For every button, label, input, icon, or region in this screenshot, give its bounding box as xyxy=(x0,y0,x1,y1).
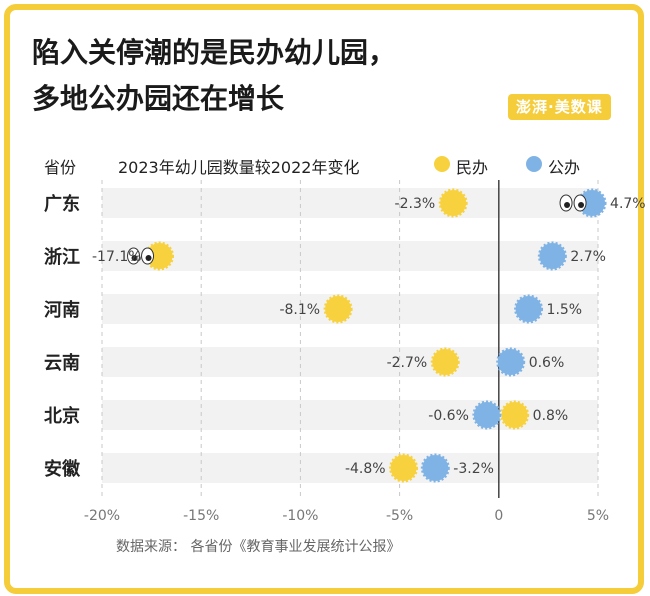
x-tick-label: -15% xyxy=(183,508,219,524)
x-tick-label: 5% xyxy=(587,508,609,524)
private-data-label: -17.1% xyxy=(92,249,142,265)
public-point xyxy=(472,400,502,430)
row-band xyxy=(102,453,598,483)
private-point xyxy=(323,294,353,324)
province-label: 广东 xyxy=(44,193,80,215)
public-point xyxy=(514,294,544,324)
chart-title: 陷入关停潮的是民办幼儿园， 多地公办园还在增长 xyxy=(32,30,502,122)
pupil-icon xyxy=(131,255,138,261)
pupil-icon xyxy=(145,255,152,261)
private-data-label: 0.8% xyxy=(533,408,569,424)
private-data-label: -8.1% xyxy=(279,302,320,318)
province-label: 北京 xyxy=(44,405,80,427)
private-data-label: -4.8% xyxy=(345,461,386,477)
row-band xyxy=(102,188,598,218)
public-point xyxy=(420,453,450,483)
public-data-label: 4.7% xyxy=(610,196,646,212)
province-label: 河南 xyxy=(44,299,80,321)
brand-logo: 澎湃·美数课 xyxy=(508,94,611,120)
private-point xyxy=(500,400,530,430)
legend-private-label: 民办 xyxy=(456,158,489,177)
x-tick-label: -10% xyxy=(282,508,318,524)
title-line-1: 陷入关停潮的是民办幼儿园， xyxy=(32,36,397,69)
private-point xyxy=(389,453,419,483)
legend-public-label: 公办 xyxy=(548,158,581,177)
private-data-label: -2.7% xyxy=(387,355,428,371)
legend-public-swatch xyxy=(526,156,542,172)
public-data-label: -3.2% xyxy=(453,461,494,477)
public-data-label: 1.5% xyxy=(547,302,583,318)
data-source: 数据来源： 各省份《教育事业发展统计公报》 xyxy=(116,539,401,555)
legend-private-swatch xyxy=(434,156,450,172)
province-label: 安徽 xyxy=(44,458,81,480)
province-label: 云南 xyxy=(44,352,80,374)
public-data-label: -0.6% xyxy=(428,408,469,424)
x-tick-label: -20% xyxy=(84,508,120,524)
pupil-icon xyxy=(564,202,571,208)
row-band xyxy=(102,241,598,271)
x-tick-label: -5% xyxy=(386,508,413,524)
private-point xyxy=(430,347,460,377)
pupil-icon xyxy=(578,202,585,208)
metric-header: 2023年幼儿园数量较2022年变化 xyxy=(118,158,360,177)
province-column-header: 省份 xyxy=(44,158,77,177)
private-data-label: -2.3% xyxy=(395,196,436,212)
public-point xyxy=(496,347,526,377)
public-point xyxy=(537,241,567,271)
province-label: 浙江 xyxy=(44,246,80,268)
public-data-label: 0.6% xyxy=(529,355,565,371)
private-point xyxy=(438,188,468,218)
x-tick-label: 0 xyxy=(494,508,503,524)
public-data-label: 2.7% xyxy=(570,249,606,265)
title-line-2: 多地公办园还在增长 xyxy=(32,82,285,115)
